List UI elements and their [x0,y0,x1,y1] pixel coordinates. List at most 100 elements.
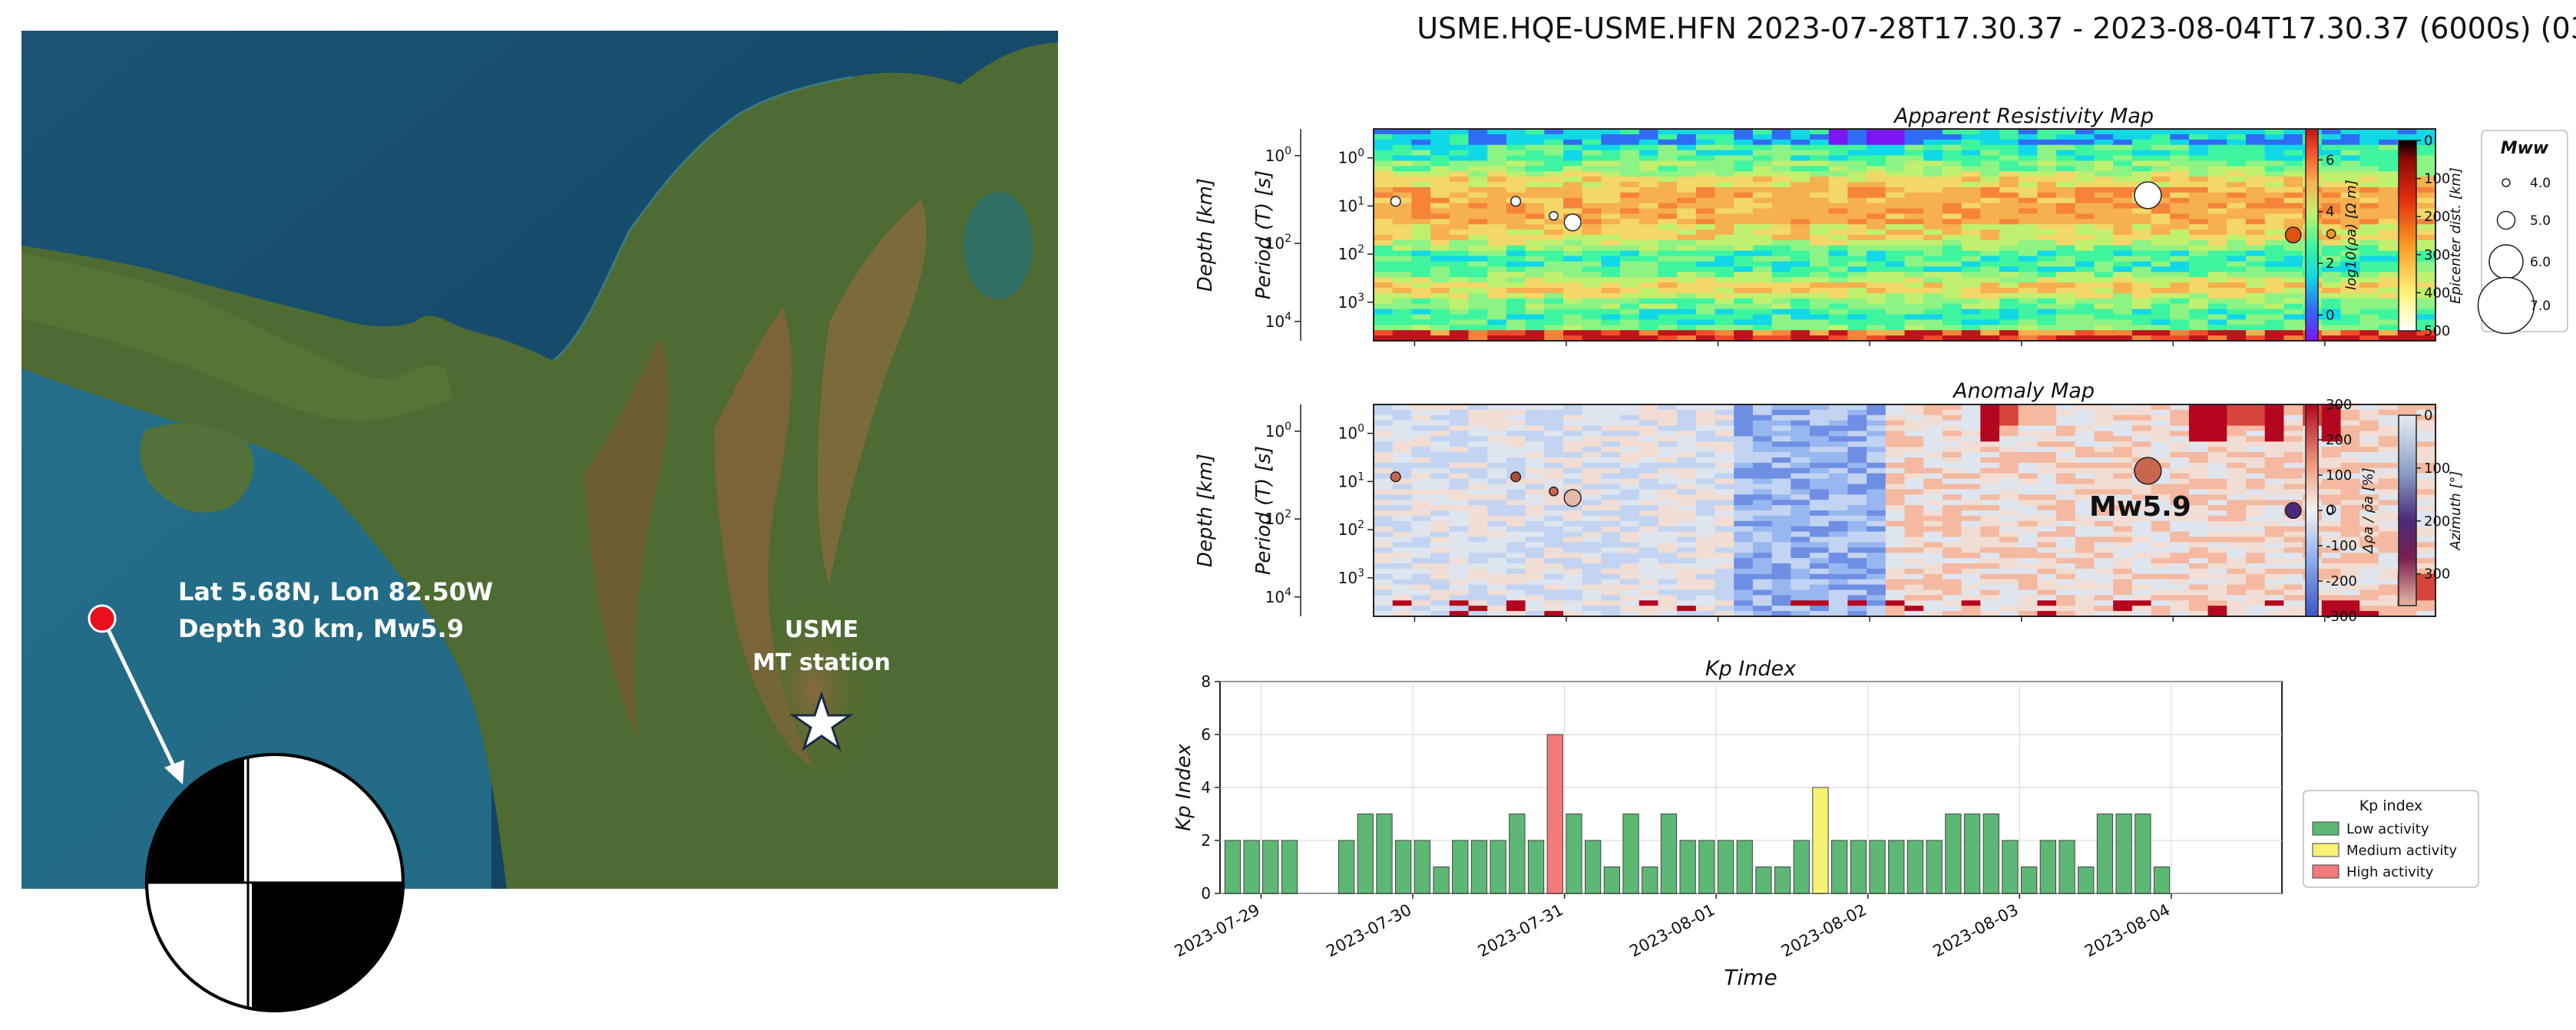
anomaly-cell [1942,462,1963,469]
resistivity-cell [1904,266,1924,272]
anomaly-cell [1677,584,1697,591]
anomaly-cell [2113,494,2133,500]
anomaly-cell [1999,414,2019,421]
resistivity-cell [1677,139,1697,146]
kp-bar [1490,840,1506,894]
anomaly-cell [1525,547,1545,553]
resistivity-cell [1923,177,1943,183]
anomaly-cell [1923,414,1943,421]
resistivity-cell [2246,266,2266,272]
resistivity-cell [1392,335,1412,342]
resistivity-cell [1961,213,1981,220]
anomaly-cell [1923,467,1943,474]
anomaly-cell [2321,563,2342,569]
resistivity-cell [1847,187,1867,193]
resistivity-cell [1961,129,1981,135]
anomaly-cell [2283,579,2303,586]
resistivity-cell [2227,177,2247,183]
anomaly-cell [1392,568,1412,575]
resistivity-cell [2207,171,2227,177]
resistivity-cell [2094,187,2114,193]
kp-bar [1982,814,1999,894]
anomaly-cell [2227,425,2247,432]
anomaly-cell [1620,573,1640,580]
anomaly-cell [2094,520,2114,527]
anomaly-cell [1885,436,1906,442]
anomaly-cell [2056,579,2076,586]
resistivity-cell [1867,155,1887,161]
anomaly-cell [1430,584,1450,591]
resistivity-cell [1695,192,1716,199]
anomaly-cell [1828,447,1848,453]
resistivity-cell [1885,197,1906,204]
resistivity-cell [2227,203,2247,210]
resistivity-cell [1999,182,2019,188]
anomaly-cell [1847,584,1867,591]
anomaly-cell [1752,441,1773,447]
resistivity-cell [2075,129,2095,135]
resistivity-cell [2246,203,2266,210]
resistivity-cell [1904,239,1924,246]
resistivity-cell [2283,298,2303,305]
anomaly-cell [1791,606,1810,612]
anomaly-cell [2037,484,2057,490]
anomaly-cell [1942,563,1963,569]
resistivity-cell [2416,182,2436,188]
anomaly-cell [1771,589,1791,596]
resistivity-cell [2207,129,2227,135]
resistivity-cell [1487,250,1507,257]
anomaly-cell [1487,600,1507,606]
resistivity-cell [1999,309,2019,315]
resistivity-cell [1582,272,1602,278]
anomaly-cell [1828,589,1848,596]
resistivity-cell [1430,208,1450,214]
resistivity-cell [1734,150,1754,157]
resistivity-cell [1620,325,1640,331]
resistivity-cell [2170,182,2190,188]
resistivity-cell [1752,177,1773,183]
resistivity-cell [1885,309,1906,315]
kp-bar [1470,840,1488,894]
resistivity-cell [1734,272,1754,278]
resistivity-cell [1695,298,1716,305]
anomaly-cell [1847,420,1867,427]
anomaly-cell [2321,500,2342,506]
anomaly-cell [1601,425,1621,432]
anomaly-cell [1961,436,1981,442]
resistivity-cell [2283,282,2303,289]
resistivity-cell [2170,139,2190,146]
resistivity-cell [2018,235,2038,241]
anomaly-cell [2359,568,2379,575]
anomaly-cell [1847,515,1867,522]
anomaly-cell [1980,441,2000,447]
anomaly-cell [1961,404,1981,411]
resistivity-cell [1942,182,1963,188]
resistivity-cell [2264,177,2284,183]
resistivity-cell [1715,266,1734,272]
resistivity-cell [1374,288,1394,294]
resistivity-cell [1411,171,1431,177]
resistivity-cell [1658,319,1678,325]
anomaly-cell [2018,467,2038,474]
resistivity-cell [1449,325,1470,331]
anomaly-event-marker [2326,504,2336,515]
resistivity-cell [2188,261,2209,267]
anomaly-cell [1468,436,1488,442]
kp-x-tick-label: 2023-08-01 [1626,900,1718,960]
anomaly-cell [1411,515,1431,522]
resistivity-cell [1810,150,1830,157]
anomaly-cell [1620,547,1640,553]
resistivity-cell [2113,144,2133,151]
resistivity-cell [1487,182,1507,188]
anomaly-cell [2151,542,2171,548]
resistivity-cell [1885,335,1906,342]
anomaly-cell [1828,420,1848,427]
resistivity-cell [1734,288,1754,294]
anomaly-cell [2340,584,2360,591]
anomaly-cell [1942,531,1963,538]
anomaly-cell [1715,547,1734,553]
anomaly-cell [1430,462,1450,469]
anomaly-cell [1867,542,1887,548]
anomaly-cell [1867,531,1887,538]
anomaly-cell [2131,447,2152,453]
